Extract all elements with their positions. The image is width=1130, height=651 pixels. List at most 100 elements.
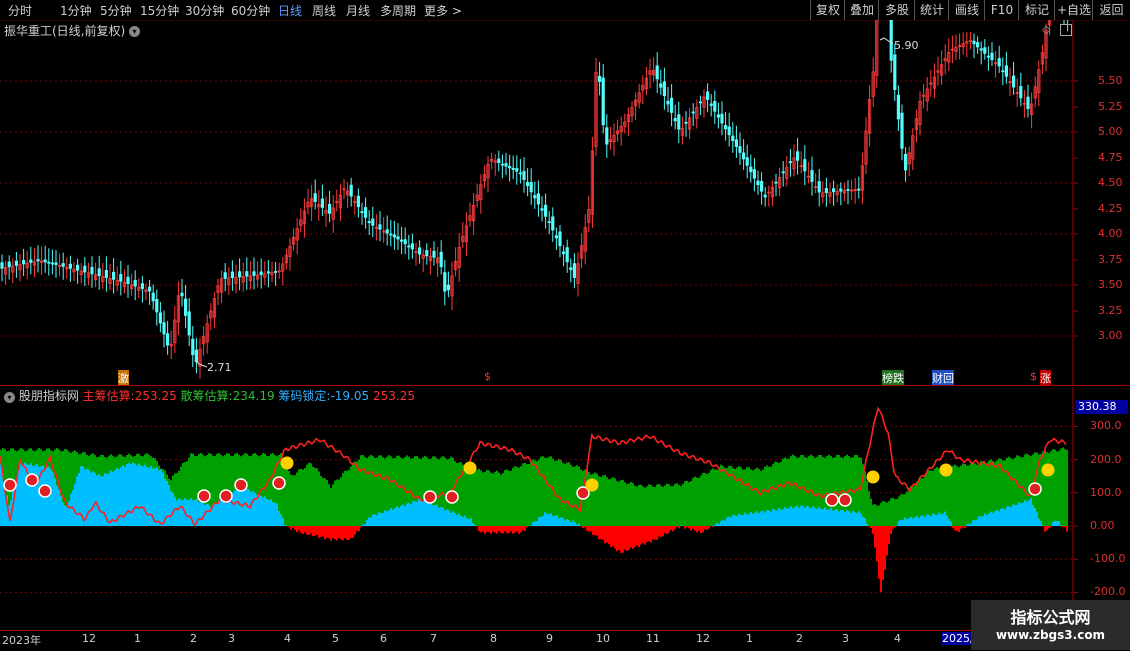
- chevron-down-icon[interactable]: ▾: [4, 392, 15, 403]
- smiley-icon[interactable]: [586, 479, 599, 492]
- main-chip-bar: [790, 506, 792, 526]
- retail-chip-bar: [624, 482, 626, 526]
- period-weekly[interactable]: 周线: [312, 2, 336, 19]
- sell-ball-icon[interactable]: [198, 490, 210, 502]
- lock-negative-bar: [610, 526, 612, 547]
- kline-chart[interactable]: [0, 20, 1130, 386]
- main-chip-bar: [1006, 506, 1008, 526]
- retail-chip-bar: [326, 480, 328, 526]
- retail-chip-bar: [952, 466, 954, 526]
- retail-chip-bar: [336, 480, 338, 526]
- lock-negative-bar: [664, 526, 666, 533]
- period-multi[interactable]: 多周期: [380, 2, 416, 19]
- indicator-chart[interactable]: [0, 387, 1130, 630]
- candle-body: [764, 195, 766, 197]
- sell-ball-icon[interactable]: [4, 479, 16, 491]
- marker-caihui[interactable]: 财回: [932, 370, 954, 386]
- lock-negative-bar: [482, 526, 484, 532]
- f10-button[interactable]: F10: [984, 0, 1019, 20]
- indicator-panel[interactable]: ▾ 股朋指标网 主筹估算:253.25 散筹估算:234.19 筹码锁定:-19…: [0, 387, 1130, 630]
- add-watchlist-button[interactable]: +自选: [1054, 0, 1093, 20]
- indicator-y-tick: 200.0: [1090, 453, 1122, 466]
- main-chip-bar: [902, 520, 904, 526]
- retail-chip-bar: [610, 479, 612, 526]
- main-chip-bar: [180, 500, 182, 526]
- smiley-icon[interactable]: [1042, 464, 1055, 477]
- back-button[interactable]: 返回: [1092, 0, 1130, 20]
- period-30min[interactable]: 30分钟: [185, 2, 224, 19]
- watermark: 指标公式网 www.zbgs3.com: [971, 600, 1130, 650]
- stats-button[interactable]: 统计: [914, 0, 949, 20]
- sell-ball-icon[interactable]: [839, 494, 851, 506]
- period-15min[interactable]: 15分钟: [140, 2, 179, 19]
- candle-body: [602, 78, 604, 125]
- lock-negative-bar: [582, 526, 584, 528]
- lock-negative-bar: [292, 526, 294, 528]
- candle-body: [433, 251, 435, 257]
- sell-ball-icon[interactable]: [273, 477, 285, 489]
- retail-chip-bar: [350, 466, 352, 526]
- marker-ji[interactable]: 激: [118, 370, 129, 386]
- main-chip-bar: [574, 522, 576, 526]
- date-axis-label: 5: [332, 632, 339, 645]
- candle-body: [328, 204, 330, 213]
- period-1min[interactable]: 1分钟: [60, 2, 92, 19]
- marker-dollar-2[interactable]: $: [1030, 370, 1037, 383]
- marker-zhang[interactable]: 涨: [1040, 370, 1051, 386]
- main-chip-bar: [108, 473, 110, 526]
- smiley-icon[interactable]: [940, 464, 953, 477]
- period-daily[interactable]: 日线: [278, 2, 302, 19]
- candle-body: [184, 299, 186, 315]
- main-chip-bar: [1002, 508, 1004, 526]
- period-monthly[interactable]: 月线: [346, 2, 370, 19]
- fuquan-button[interactable]: 复权: [810, 0, 845, 20]
- retail-chip-bar: [1042, 452, 1044, 526]
- main-chip-bar: [386, 511, 388, 526]
- main-chip-bar: [818, 507, 820, 526]
- retail-chip-bar: [474, 472, 476, 526]
- sell-ball-icon[interactable]: [826, 494, 838, 506]
- retail-chip-bar: [506, 469, 508, 526]
- marker-bangdie[interactable]: 榜跌: [882, 370, 904, 386]
- indicator-y-tick: -100.0: [1090, 552, 1125, 565]
- main-chip-bar: [252, 491, 254, 526]
- smiley-icon[interactable]: [464, 462, 477, 475]
- main-chip-bar: [146, 467, 148, 526]
- candle-body: [166, 334, 168, 345]
- lock-negative-bar: [678, 526, 680, 528]
- marker-dollar-1[interactable]: $: [484, 370, 491, 383]
- lock-negative-bar: [692, 526, 694, 529]
- main-chip-bar: [532, 522, 534, 526]
- draw-line-button[interactable]: 画线: [948, 0, 985, 20]
- retail-chip-bar: [688, 482, 690, 526]
- sell-ball-icon[interactable]: [39, 485, 51, 497]
- main-chip-bar: [466, 518, 468, 526]
- retail-chip-bar: [954, 465, 956, 526]
- sell-ball-icon[interactable]: [1029, 483, 1041, 495]
- sell-ball-icon[interactable]: [446, 491, 458, 503]
- lock-negative-bar: [954, 526, 956, 531]
- period-more[interactable]: 更多 >: [424, 2, 462, 19]
- chevron-down-icon[interactable]: ▾: [129, 26, 140, 37]
- lock-negative-bar: [506, 526, 508, 533]
- lock-negative-bar: [312, 526, 314, 536]
- main-chip-bar: [440, 507, 442, 526]
- panel-toggle-icon[interactable]: [1060, 24, 1072, 36]
- period-fenshi[interactable]: 分时: [8, 2, 32, 19]
- multi-stock-button[interactable]: 多股: [878, 0, 915, 20]
- overlay-button[interactable]: 叠加: [844, 0, 879, 20]
- sell-ball-icon[interactable]: [220, 490, 232, 502]
- sell-ball-icon[interactable]: [424, 491, 436, 503]
- mark-button[interactable]: 标记: [1018, 0, 1055, 20]
- sell-ball-icon[interactable]: [235, 479, 247, 491]
- main-chip-bar: [452, 511, 454, 526]
- diamond-icon[interactable]: ◇: [1042, 23, 1050, 36]
- smiley-icon[interactable]: [867, 471, 880, 484]
- main-chip-bar: [922, 515, 924, 526]
- main-chip-bar: [788, 508, 790, 526]
- period-60min[interactable]: 60分钟: [231, 2, 270, 19]
- smiley-icon[interactable]: [281, 457, 294, 470]
- sell-ball-icon[interactable]: [26, 474, 38, 486]
- period-5min[interactable]: 5分钟: [100, 2, 132, 19]
